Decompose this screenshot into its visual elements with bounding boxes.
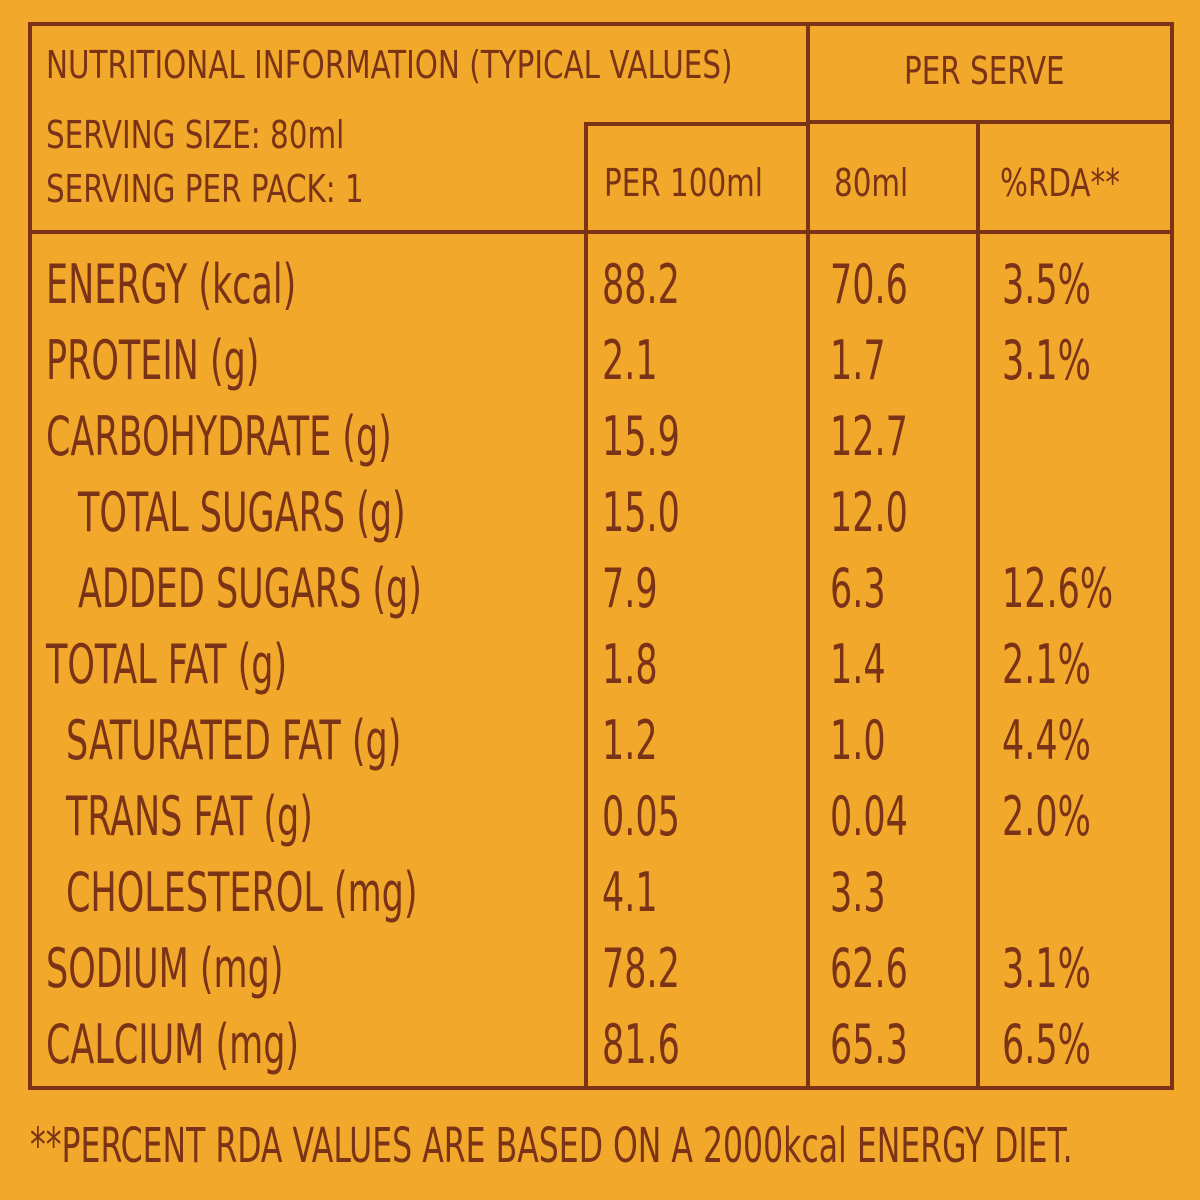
cell-total-sugars-per100: 15.0 bbox=[602, 481, 680, 544]
row-label-calcium: CALCIUM (mg) bbox=[46, 1013, 300, 1076]
column-divider-2 bbox=[806, 122, 810, 1090]
col-header-rda: %RDA** bbox=[1000, 161, 1120, 205]
row-label-total-fat: TOTAL FAT (g) bbox=[46, 633, 288, 696]
column-divider-1 bbox=[584, 122, 588, 1090]
cell-calcium-rda: 6.5% bbox=[1002, 1013, 1091, 1076]
col-header-per100: PER 100ml bbox=[604, 161, 763, 205]
cell-trans-fat-per100: 0.05 bbox=[602, 785, 680, 848]
cell-saturated-fat-per100: 1.2 bbox=[602, 709, 658, 772]
row-label-carbohydrate: CARBOHYDRATE (g) bbox=[46, 405, 392, 468]
cell-cholesterol-per100: 4.1 bbox=[602, 861, 658, 924]
cell-calcium-per100: 81.6 bbox=[602, 1013, 680, 1076]
row-label-sodium: SODIUM (mg) bbox=[46, 937, 284, 1000]
cell-cholesterol-serve: 3.3 bbox=[830, 861, 886, 924]
header-bottom-line bbox=[28, 230, 1174, 234]
row-label-total-sugars: TOTAL SUGARS (g) bbox=[78, 481, 406, 544]
cell-saturated-fat-rda: 4.4% bbox=[1002, 709, 1091, 772]
per-serve-header: PER SERVE bbox=[904, 49, 1065, 93]
row-label-saturated-fat: SATURATED FAT (g) bbox=[66, 709, 402, 772]
col-per100-top-line bbox=[584, 122, 808, 126]
cell-trans-fat-serve: 0.04 bbox=[830, 785, 908, 848]
cell-protein-per100: 2.1 bbox=[602, 329, 658, 392]
cell-energy-per100: 88.2 bbox=[602, 253, 680, 316]
row-label-protein: PROTEIN (g) bbox=[46, 329, 260, 392]
cell-added-sugars-serve: 6.3 bbox=[830, 557, 886, 620]
cell-protein-serve: 1.7 bbox=[830, 329, 886, 392]
cell-trans-fat-rda: 2.0% bbox=[1002, 785, 1091, 848]
table-title: NUTRITIONAL INFORMATION (TYPICAL VALUES) bbox=[46, 43, 733, 87]
cell-total-fat-per100: 1.8 bbox=[602, 633, 658, 696]
per-serve-underline bbox=[806, 120, 1174, 124]
cell-protein-rda: 3.1% bbox=[1002, 329, 1091, 392]
cell-calcium-serve: 65.3 bbox=[830, 1013, 908, 1076]
cell-energy-rda: 3.5% bbox=[1002, 253, 1091, 316]
cell-sodium-per100: 78.2 bbox=[602, 937, 680, 1000]
cell-sodium-rda: 3.1% bbox=[1002, 937, 1091, 1000]
cell-added-sugars-rda: 12.6% bbox=[1002, 557, 1114, 620]
cell-energy-serve: 70.6 bbox=[830, 253, 908, 316]
serving-size: SERVING SIZE: 80ml bbox=[46, 113, 345, 157]
col-header-serve: 80ml bbox=[834, 161, 909, 205]
cell-sodium-serve: 62.6 bbox=[830, 937, 908, 1000]
cell-total-sugars-serve: 12.0 bbox=[830, 481, 908, 544]
row-label-added-sugars: ADDED SUGARS (g) bbox=[78, 557, 422, 620]
cell-added-sugars-per100: 7.9 bbox=[602, 557, 658, 620]
cell-total-fat-rda: 2.1% bbox=[1002, 633, 1091, 696]
cell-total-fat-serve: 1.4 bbox=[830, 633, 886, 696]
nutrition-table bbox=[28, 22, 1174, 1090]
rda-footnote: **PERCENT RDA VALUES ARE BASED ON A 2000… bbox=[30, 1118, 1073, 1174]
row-label-energy: ENERGY (kcal) bbox=[46, 253, 297, 316]
cell-carbohydrate-serve: 12.7 bbox=[830, 405, 908, 468]
row-label-trans-fat: TRANS FAT (g) bbox=[66, 785, 313, 848]
cell-carbohydrate-per100: 15.9 bbox=[602, 405, 680, 468]
servings-per-pack: SERVING PER PACK: 1 bbox=[46, 167, 364, 211]
row-label-cholesterol: CHOLESTEROL (mg) bbox=[66, 861, 418, 924]
column-divider-3 bbox=[976, 122, 980, 1090]
cell-saturated-fat-serve: 1.0 bbox=[830, 709, 886, 772]
